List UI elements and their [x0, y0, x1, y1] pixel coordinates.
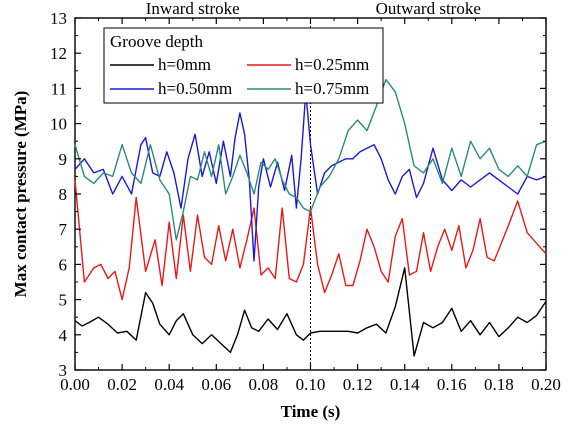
y-axis-title: Max contact pressure (MPa): [11, 91, 30, 298]
series-line-0: [74, 267, 547, 357]
y-tick-label-0: 3: [59, 361, 68, 380]
y-tick-label-9: 12: [50, 44, 67, 63]
series-line-3: [74, 78, 547, 241]
x-tick-label-8: 0.16: [437, 375, 467, 394]
y-tick-label-7: 10: [50, 115, 67, 134]
annotation-layer: Inward stroke Outward stroke: [146, 0, 481, 18]
series-line-1: [74, 179, 547, 301]
stroke-annotation-1: Outward stroke: [376, 0, 481, 18]
x-tick-label-2: 0.04: [154, 375, 184, 394]
x-tick-label-6: 0.12: [343, 375, 373, 394]
series-layer: [74, 78, 547, 357]
legend-label-0: h=0mm: [158, 55, 211, 74]
x-axis-title: Time (s): [281, 402, 341, 421]
x-tick-label-9: 0.18: [484, 375, 514, 394]
x-tick-label-7: 0.14: [390, 375, 420, 394]
x-tick-label-5: 0.10: [296, 375, 326, 394]
y-tick-label-10: 13: [50, 9, 67, 28]
y-tick-label-3: 6: [59, 255, 68, 274]
y-tick-label-4: 7: [59, 220, 68, 239]
legend-label-1: h=0.25mm: [295, 55, 369, 74]
legend-label-3: h=0.75mm: [295, 79, 369, 98]
y-tick-label-1: 4: [59, 326, 68, 345]
x-tick-label-0: 0.00: [60, 375, 90, 394]
y-tick-label-2: 5: [59, 291, 68, 310]
x-tick-label-3: 0.06: [201, 375, 231, 394]
y-tick-label-8: 11: [51, 79, 67, 98]
legend-label-2: h=0.50mm: [158, 79, 232, 98]
y-tick-label-5: 8: [59, 185, 68, 204]
legend: Groove depth h=0mm h=0.25mm h=0.50mm h=0.75m…: [103, 27, 384, 104]
x-tick-label-10: 0.20: [531, 375, 561, 394]
x-tick-label-1: 0.02: [107, 375, 137, 394]
x-tick-label-4: 0.08: [249, 375, 279, 394]
legend-title: Groove depth: [110, 32, 204, 51]
series-line-2: [74, 91, 547, 262]
y-tick-label-6: 9: [59, 150, 68, 169]
stroke-annotation-0: Inward stroke: [146, 0, 240, 18]
axes-layer: 0.00 0.02 0.04 0.06 0.08 0.10 0.12 0.14 0.16 0.18…: [11, 9, 561, 421]
